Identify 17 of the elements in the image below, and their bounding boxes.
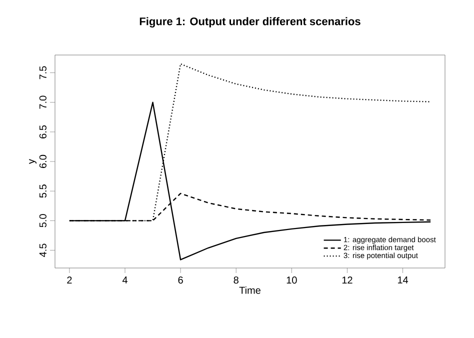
chart-title: Figure 1: Output under different scenarios (140, 17, 360, 28)
y-axis-title: y (29, 159, 37, 164)
y-tick-label: 6.0 (39, 154, 46, 168)
x-tick-label: 10 (286, 276, 297, 284)
x-tick-label: 2 (67, 276, 72, 284)
x-tick-label: 8 (234, 276, 238, 284)
x-tick-label: 4 (122, 276, 128, 284)
y-tick-label: 5.5 (39, 184, 46, 198)
x-tick-label: 6 (178, 276, 183, 284)
x-axis-title: Time (239, 286, 260, 294)
x-tick-label: 14 (398, 276, 408, 284)
y-tick-label: 4.5 (39, 244, 46, 257)
y-tick-label: 7.5 (39, 66, 46, 80)
y-tick-label: 7.0 (39, 96, 46, 109)
y-tick-label: 5.0 (39, 214, 46, 228)
x-tick-label: 12 (342, 276, 352, 284)
y-tick-label: 6.5 (39, 125, 46, 138)
